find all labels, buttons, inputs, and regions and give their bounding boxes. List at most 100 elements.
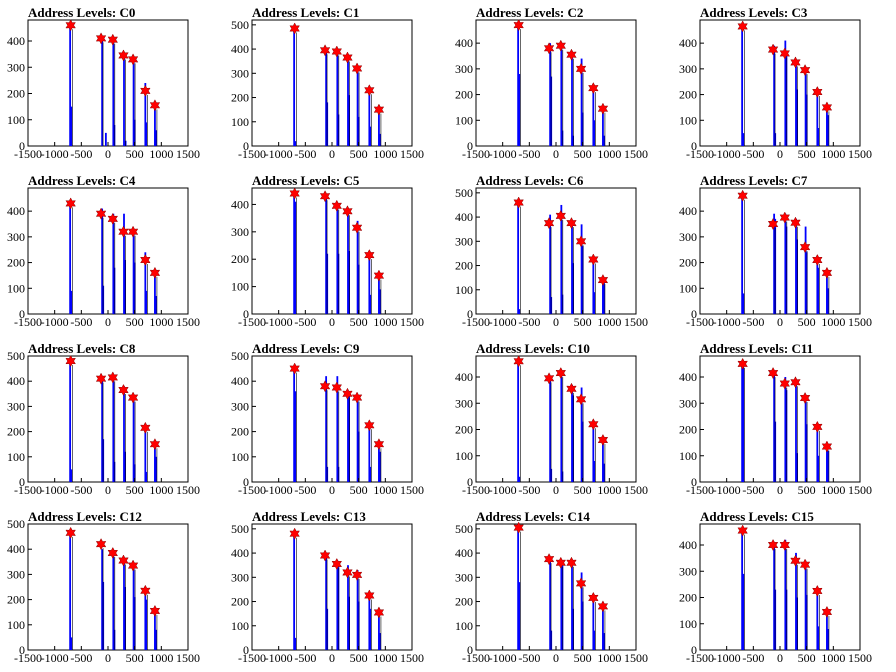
plot-frame xyxy=(475,19,637,147)
histogram-panel: Address Levels: C14 0 100 200 300 400 500 -1500… xyxy=(448,504,672,672)
peak-star-marker xyxy=(790,56,801,69)
peak-star-marker xyxy=(107,546,119,560)
histogram-bar xyxy=(572,608,574,650)
y-tick-label: 500 xyxy=(7,517,25,531)
histogram-bar xyxy=(357,431,360,482)
x-tick-label: -1500 xyxy=(14,483,42,497)
peak-star-marker xyxy=(149,266,161,279)
y-tick-label: 400 xyxy=(231,42,249,56)
y-tick-label: 200 xyxy=(7,87,25,101)
histogram-bar xyxy=(336,207,339,314)
y-tick-label: 200 xyxy=(455,595,473,609)
peak-star-marker xyxy=(118,383,129,397)
peak-star-marker xyxy=(342,205,353,218)
x-tick-label: -1500 xyxy=(14,147,42,161)
panel-title: Address Levels: C10 xyxy=(476,341,590,356)
peak-star-marker xyxy=(127,53,139,66)
y-tick-label: 0 xyxy=(243,475,249,489)
peak-star-marker xyxy=(737,357,748,370)
peak-star-marker xyxy=(289,187,300,200)
histogram-bar xyxy=(123,213,125,314)
y-tick-label: 400 xyxy=(7,204,25,218)
histogram-bar xyxy=(602,606,604,650)
histogram-bar xyxy=(132,564,135,650)
histogram-bar xyxy=(581,601,584,650)
histogram-bar xyxy=(805,594,808,651)
histogram-bar xyxy=(145,471,148,482)
histogram-bar xyxy=(337,562,340,650)
peak-star-marker xyxy=(351,62,363,75)
histogram-bar xyxy=(827,115,829,146)
histogram-bar xyxy=(69,361,72,482)
x-tick-label: -1000 xyxy=(713,483,741,497)
y-tick-label: 400 xyxy=(455,210,473,224)
peak-star-marker xyxy=(779,377,791,390)
histogram-bar xyxy=(112,38,115,147)
panel-title: Address Levels: C6 xyxy=(476,173,584,188)
y-tick-label: 100 xyxy=(7,281,25,295)
histogram-bar xyxy=(347,565,349,650)
histogram-bar xyxy=(369,466,372,482)
histogram-bar xyxy=(69,203,72,314)
panel-title: Address Levels: C13 xyxy=(252,509,366,524)
x-tick-label: 1000 xyxy=(597,147,621,161)
histogram-bar xyxy=(112,213,115,314)
y-tick-label: 200 xyxy=(679,256,697,270)
histogram-bar xyxy=(145,290,148,314)
histogram-bar xyxy=(113,461,116,482)
histogram-bar xyxy=(378,272,380,314)
peak-star-marker xyxy=(319,549,331,562)
x-tick-label: 1000 xyxy=(149,651,173,665)
y-tick-label: 300 xyxy=(7,567,25,581)
y-tick-label: 200 xyxy=(231,595,249,609)
x-tick-label: 1500 xyxy=(400,483,424,497)
histogram-bar xyxy=(155,629,157,650)
histogram-bar xyxy=(348,95,350,146)
peak-star-marker xyxy=(597,274,609,287)
histogram-bar xyxy=(592,594,595,650)
y-tick-label: 300 xyxy=(679,62,697,76)
histogram-plot: 0 100 200 300 400 500 -1500-1000 -500 0 500 1000 15… xyxy=(7,349,200,497)
plot-frame xyxy=(475,355,637,483)
histogram-bar xyxy=(123,386,125,482)
histogram-bar xyxy=(144,424,147,482)
x-tick-label: -1500 xyxy=(238,147,266,161)
y-tick-label: 500 xyxy=(231,522,249,536)
y-tick-label: 200 xyxy=(7,256,25,270)
x-tick-label: 0 xyxy=(777,315,783,329)
histogram-bar xyxy=(603,282,605,314)
plot-frame xyxy=(27,187,189,315)
peak-star-marker xyxy=(597,102,609,115)
histogram-bar xyxy=(378,107,380,146)
y-tick-label: 100 xyxy=(231,450,249,464)
histogram-bar xyxy=(572,263,574,314)
histogram-bar xyxy=(581,246,584,314)
peak-star-marker xyxy=(351,391,363,404)
histogram-bar xyxy=(795,218,797,314)
histogram-bar xyxy=(154,444,156,482)
y-tick-label: 200 xyxy=(231,252,249,266)
y-tick-label: 100 xyxy=(7,618,25,632)
peak-star-marker xyxy=(140,84,151,97)
x-tick-label: 500 xyxy=(350,651,368,665)
panel-title: Address Levels: C1 xyxy=(252,5,360,20)
y-tick-label: 200 xyxy=(679,423,697,437)
x-tick-label: 0 xyxy=(329,483,335,497)
histogram-bar xyxy=(826,107,828,146)
histogram-bar xyxy=(378,611,380,650)
histogram-plot: 0 100 200 300 400 500 -1500-1000 -500 0 500 1000 15… xyxy=(455,186,648,329)
histogram-bar xyxy=(144,83,147,146)
histogram-panel: Address Levels: C4 0 100 200 300 400 -1500 -100… xyxy=(0,168,224,336)
histogram-bar xyxy=(101,208,104,314)
x-tick-label: 1000 xyxy=(821,651,845,665)
x-tick-label: 500 xyxy=(574,651,592,665)
x-tick-label: -1500 xyxy=(686,315,714,329)
histogram-bar xyxy=(369,294,372,314)
x-tick-label: 500 xyxy=(126,483,144,497)
x-tick-label: 0 xyxy=(105,315,111,329)
histogram-bar xyxy=(785,226,788,314)
x-tick-label: 1500 xyxy=(176,315,200,329)
histogram-bar xyxy=(132,229,135,314)
histogram-bar xyxy=(817,128,820,146)
peak-star-marker xyxy=(107,212,119,225)
